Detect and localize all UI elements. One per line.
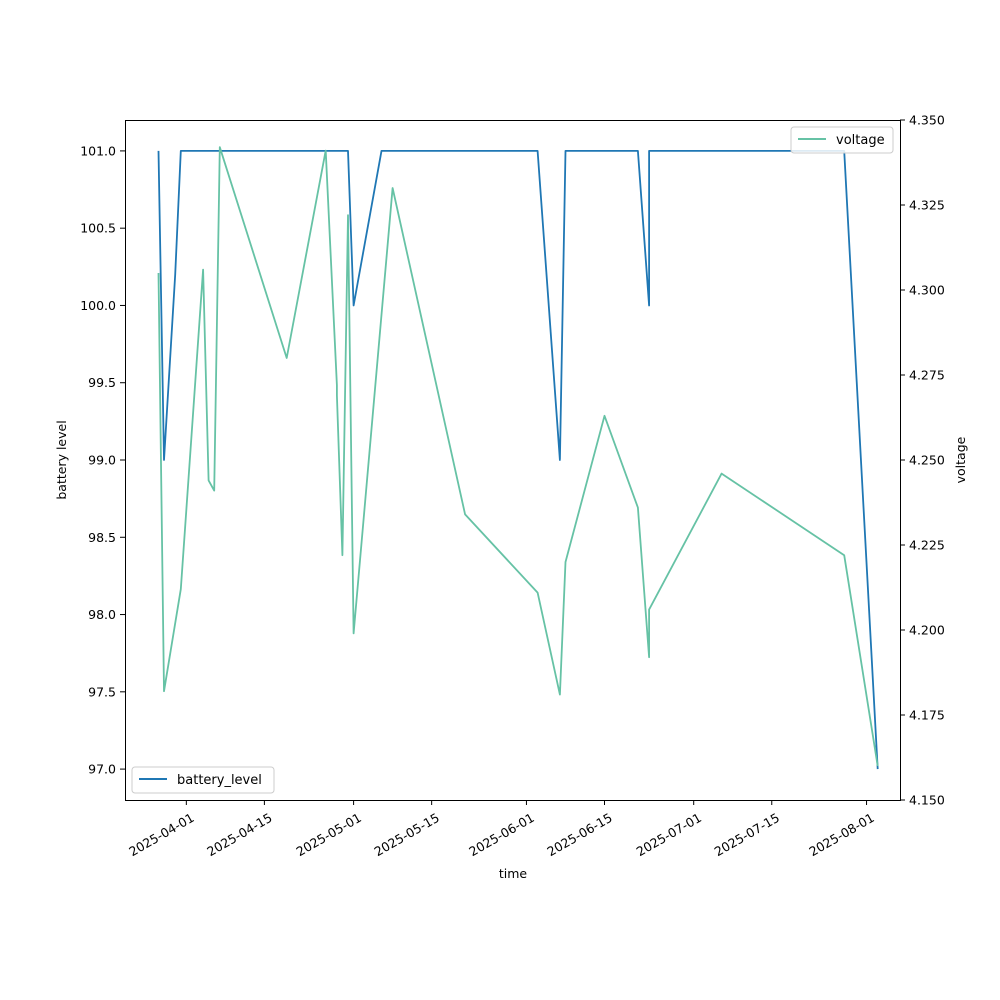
y-axis-right-label: voltage — [953, 436, 968, 483]
series-line-battery-level — [157, 149, 879, 770]
y-left-tick-label: 98.5 — [88, 530, 116, 545]
y-left-tick-label: 99.0 — [88, 453, 116, 468]
y-left-tick-label: 97.0 — [88, 762, 116, 777]
legend-battery-level-label: battery_level — [177, 773, 262, 788]
y-right-tick-label: 4.275 — [909, 368, 945, 383]
y-right-tick-label: 4.225 — [909, 538, 945, 553]
legend-battery-level: battery_level — [131, 766, 275, 794]
y-right-tick-label: 4.200 — [909, 623, 945, 638]
legend-voltage: voltage — [790, 126, 894, 154]
series-line-voltage — [157, 146, 879, 767]
y-left-tick-label: 101.0 — [80, 143, 116, 158]
x-tick-label: 2025-04-15 — [204, 810, 274, 859]
y-axis-right: 4.150 4.175 4.200 4.225 4.250 4.275 4.300 4.325… — [900, 113, 945, 808]
x-tick-label: 2025-06-15 — [544, 810, 614, 859]
x-tick-label: 2025-05-01 — [293, 810, 363, 859]
x-tick-label: 2025-07-15 — [712, 810, 782, 859]
legend-voltage-box — [790, 126, 894, 154]
x-axis: 2025-04-01 2025-04-15 2025-05-01 2025-05-15… — [126, 800, 877, 859]
x-axis-label: time — [499, 866, 528, 881]
x-tick-label: 2025-08-01 — [806, 810, 876, 859]
y-left-tick-label: 100.5 — [80, 221, 116, 236]
legend-voltage-label: voltage — [836, 133, 885, 148]
y-axis-left: 97.0 97.5 98.0 98.5 99.0 99.5 100.0 100.5 101.0 — [80, 143, 125, 777]
y-right-tick-label: 4.300 — [909, 283, 945, 298]
legend-battery-level-box — [131, 766, 275, 794]
x-tick-label: 2025-06-01 — [466, 810, 536, 859]
y-right-tick-label: 4.175 — [909, 708, 945, 723]
y-left-tick-label: 97.5 — [88, 684, 116, 699]
y-right-tick-label: 4.325 — [909, 198, 945, 213]
x-tick-label: 2025-04-01 — [126, 810, 196, 859]
plot-frame — [125, 120, 901, 801]
y-axis-left-label: battery level — [54, 420, 69, 499]
x-tick-label: 2025-05-15 — [372, 810, 442, 859]
y-left-tick-label: 100.0 — [80, 298, 116, 313]
x-tick-label: 2025-07-01 — [634, 810, 704, 859]
y-left-tick-label: 99.5 — [88, 375, 116, 390]
y-right-tick-label: 4.250 — [909, 453, 945, 468]
y-left-tick-label: 98.0 — [88, 607, 116, 622]
series-lines — [157, 146, 879, 770]
y-right-tick-label: 4.350 — [909, 113, 945, 128]
y-right-tick-label: 4.150 — [909, 793, 945, 808]
